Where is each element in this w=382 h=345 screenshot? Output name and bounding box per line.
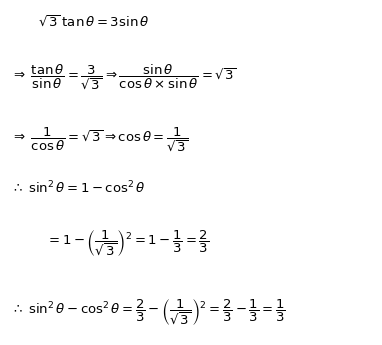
Text: $\Rightarrow\;\dfrac{1}{\cos\theta} = \sqrt{3} \Rightarrow \cos\theta = \dfrac{1: $\Rightarrow\;\dfrac{1}{\cos\theta} = \s… <box>11 126 189 154</box>
Text: $\therefore\;\sin^2\theta = 1 - \cos^2\theta$: $\therefore\;\sin^2\theta = 1 - \cos^2\t… <box>11 180 146 196</box>
Text: $= 1 - \left(\dfrac{1}{\sqrt{3}}\right)^{2} = 1 - \dfrac{1}{3} = \dfrac{2}{3}$: $= 1 - \left(\dfrac{1}{\sqrt{3}}\right)^… <box>46 228 209 258</box>
Text: $\Rightarrow\;\dfrac{\tan\theta}{\sin\theta} = \dfrac{3}{\sqrt{3}} \Rightarrow \: $\Rightarrow\;\dfrac{\tan\theta}{\sin\th… <box>11 63 238 92</box>
Text: $\sqrt{3}\;\tan\theta = 3\sin\theta$: $\sqrt{3}\;\tan\theta = 3\sin\theta$ <box>38 15 150 30</box>
Text: $\therefore\;\sin^2\theta - \cos^2\theta = \dfrac{2}{3} - \left(\dfrac{1}{\sqrt{: $\therefore\;\sin^2\theta - \cos^2\theta… <box>11 297 286 327</box>
